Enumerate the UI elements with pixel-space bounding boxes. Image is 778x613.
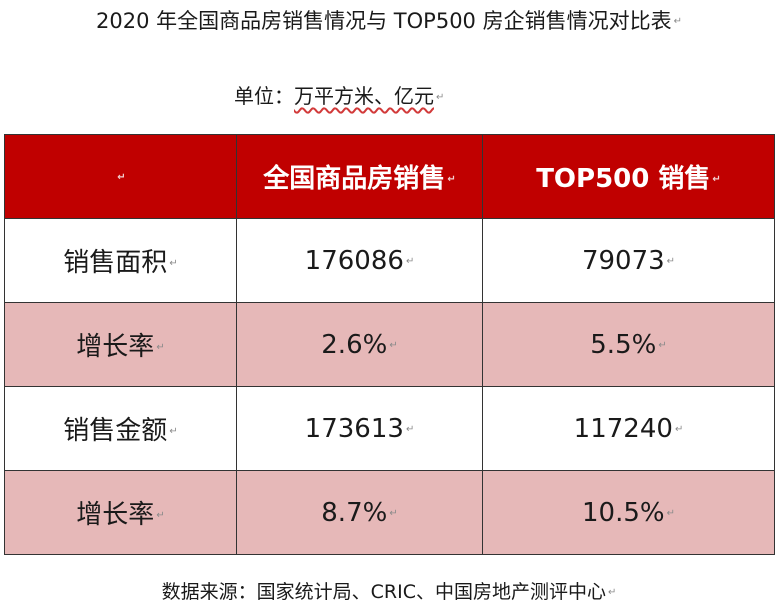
unit-value: 万平方米、亿元 bbox=[294, 84, 434, 108]
cell-mark-icon: ↵ bbox=[117, 171, 126, 183]
national-value-cell[interactable]: 8.7% ↵ bbox=[236, 470, 483, 555]
data-source: 数据来源：国家统计局、CRIC、中国房地产测评中心 ↵ bbox=[0, 578, 778, 607]
cell-mark-icon: ↵ bbox=[447, 174, 456, 185]
top500-value-cell[interactable]: 5.5% ↵ bbox=[482, 302, 775, 387]
cell-mark-icon: ↵ bbox=[389, 339, 398, 351]
national-value-cell[interactable]: 2.6% ↵ bbox=[236, 302, 483, 387]
cell-mark-icon: ↵ bbox=[405, 255, 415, 267]
cell-mark-icon: ↵ bbox=[405, 423, 415, 435]
cell-mark-icon: ↵ bbox=[666, 255, 676, 267]
paragraph-mark-icon: ↵ bbox=[673, 16, 682, 27]
top500-value-cell[interactable]: 10.5% ↵ bbox=[482, 470, 775, 555]
top500-value-cell[interactable]: 79073 ↵ bbox=[482, 218, 775, 303]
header-cell-top500[interactable]: TOP500 销售 ↵ bbox=[482, 134, 775, 219]
row-label-cell[interactable]: 增长率 ↵ bbox=[4, 302, 237, 387]
row-label-cell[interactable]: 销售面积 ↵ bbox=[4, 218, 237, 303]
header-cell-corner[interactable]: ↵ bbox=[4, 134, 237, 219]
paragraph-mark-icon: ↵ bbox=[607, 586, 617, 598]
title-text: 2020 年全国商品房销售情况与 TOP500 房企销售情况对比表 bbox=[96, 9, 672, 33]
table-row: 销售金额 ↵ 173613 ↵ 117240 ↵ bbox=[4, 386, 775, 471]
row-label-cell[interactable]: 增长率 ↵ bbox=[4, 470, 237, 555]
comparison-table: ↵ 全国商品房销售 ↵ TOP500 销售 ↵ 销售面积 ↵ 176086 ↵ 7907… bbox=[4, 134, 775, 555]
paragraph-mark-icon: ↵ bbox=[436, 91, 445, 103]
table-title: 2020 年全国商品房销售情况与 TOP500 房企销售情况对比表 ↵ bbox=[0, 6, 778, 37]
table-row: 增长率 ↵ 8.7% ↵ 10.5% ↵ bbox=[4, 470, 775, 555]
unit-line: 单位：万平方米、亿元 ↵ bbox=[234, 82, 444, 112]
row-label-cell[interactable]: 销售金额 ↵ bbox=[4, 386, 237, 471]
cell-mark-icon: ↵ bbox=[674, 423, 684, 435]
table-row: 增长率 ↵ 2.6% ↵ 5.5% ↵ bbox=[4, 302, 775, 387]
cell-mark-icon: ↵ bbox=[658, 339, 667, 351]
cell-mark-icon: ↵ bbox=[156, 510, 165, 521]
cell-mark-icon: ↵ bbox=[169, 258, 178, 269]
cell-mark-icon: ↵ bbox=[666, 507, 675, 519]
cell-mark-icon: ↵ bbox=[156, 342, 165, 353]
cell-mark-icon: ↵ bbox=[169, 426, 178, 437]
national-value-cell[interactable]: 176086 ↵ bbox=[236, 218, 483, 303]
unit-label: 单位： bbox=[234, 84, 294, 108]
national-value-cell[interactable]: 173613 ↵ bbox=[236, 386, 483, 471]
table-row: 销售面积 ↵ 176086 ↵ 79073 ↵ bbox=[4, 218, 775, 303]
source-text: 数据来源：国家统计局、CRIC、中国房地产测评中心 bbox=[161, 581, 606, 603]
table-header-row: ↵ 全国商品房销售 ↵ TOP500 销售 ↵ bbox=[4, 134, 775, 219]
header-cell-national[interactable]: 全国商品房销售 ↵ bbox=[236, 134, 483, 219]
cell-mark-icon: ↵ bbox=[389, 507, 398, 519]
top500-value-cell[interactable]: 117240 ↵ bbox=[482, 386, 775, 471]
cell-mark-icon: ↵ bbox=[712, 174, 721, 185]
